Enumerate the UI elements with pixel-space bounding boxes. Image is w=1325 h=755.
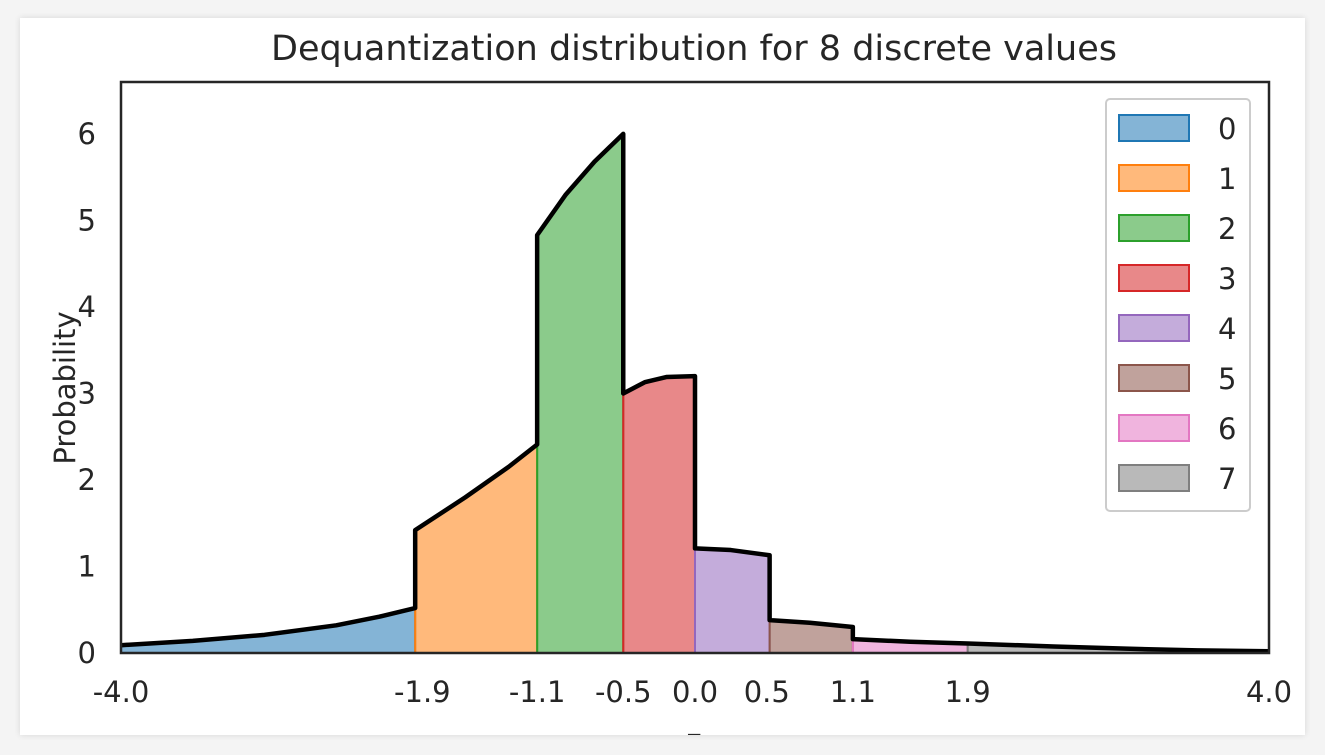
y-tick-label: 5 xyxy=(78,203,96,237)
legend-label-0: 0 xyxy=(1218,112,1236,146)
legend-swatch-1 xyxy=(1118,164,1190,192)
chart-card: Dequantization distribution for 8 discre… xyxy=(20,18,1305,735)
legend: 0 1 2 3 4 5 6 7 xyxy=(1105,98,1251,512)
area-series-4 xyxy=(694,547,771,654)
area-series-0 xyxy=(120,606,417,654)
area-series-2 xyxy=(536,131,625,654)
legend-label-5: 5 xyxy=(1218,362,1236,396)
y-tick-label: 3 xyxy=(78,376,96,410)
plot-frame xyxy=(119,80,1271,655)
chart-title: Dequantization distribution for 8 discre… xyxy=(271,29,1117,69)
legend-swatch-2 xyxy=(1118,214,1190,242)
y-tick-label: 6 xyxy=(78,117,96,151)
density-outline xyxy=(120,131,1270,654)
series-areas xyxy=(120,131,1270,654)
x-tick-label: 0.5 xyxy=(744,675,790,709)
x-tick-label: 0.0 xyxy=(672,675,718,709)
legend-label-6: 6 xyxy=(1218,412,1236,446)
x-tick-label: 1.9 xyxy=(945,675,991,709)
y-ticks: 0 1 2 3 4 5 6 xyxy=(78,117,96,670)
y-tick-label: 1 xyxy=(78,549,96,583)
x-axis-label: z xyxy=(686,723,701,735)
legend-swatch-7 xyxy=(1118,464,1190,492)
y-tick-label: 4 xyxy=(78,290,96,324)
legend-label-1: 1 xyxy=(1218,162,1236,196)
x-tick-label: 1.1 xyxy=(830,675,876,709)
y-tick-label: 0 xyxy=(78,636,96,670)
legend-swatch-4 xyxy=(1118,314,1190,342)
legend-label-2: 2 xyxy=(1218,212,1236,246)
area-series-3 xyxy=(622,375,696,654)
x-tick-label: 4.0 xyxy=(1246,675,1292,709)
legend-box xyxy=(1105,98,1251,512)
chart: Dequantization distribution for 8 discre… xyxy=(48,29,1292,735)
legend-label-7: 7 xyxy=(1218,462,1236,496)
area-series-1 xyxy=(414,442,539,654)
legend-swatch-6 xyxy=(1118,414,1190,442)
x-tick-label: -1.9 xyxy=(394,675,451,709)
legend-swatch-3 xyxy=(1118,264,1190,292)
density-outline-line xyxy=(120,131,1270,654)
x-tick-label: -4.0 xyxy=(93,675,150,709)
y-axis-label: Probability xyxy=(48,311,82,464)
legend-swatch-5 xyxy=(1118,364,1190,392)
legend-label-3: 3 xyxy=(1218,262,1236,296)
x-tick-label: -1.1 xyxy=(509,675,566,709)
x-tick-label: -0.5 xyxy=(595,675,652,709)
x-ticks: -4.0 -1.9 -1.1 -0.5 0.0 0.5 1.1 1.9 4.0 xyxy=(93,675,1292,709)
y-tick-label: 2 xyxy=(78,463,96,497)
legend-label-4: 4 xyxy=(1218,312,1236,346)
legend-swatch-0 xyxy=(1118,114,1190,142)
